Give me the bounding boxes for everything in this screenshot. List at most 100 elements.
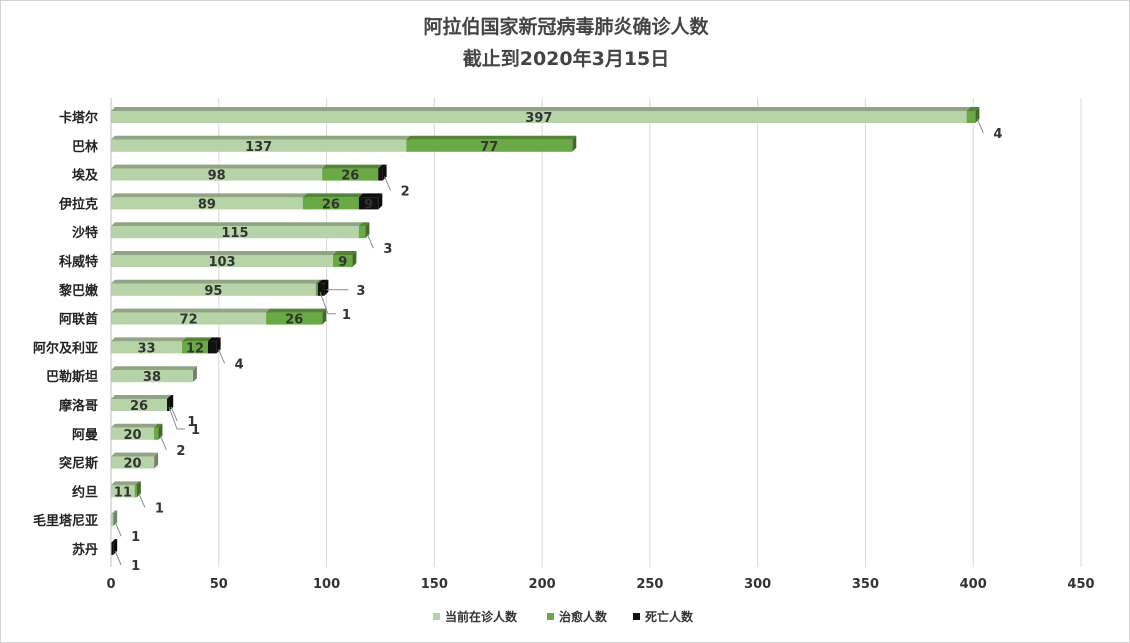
category-label-沙特: 沙特 — [72, 225, 98, 241]
category-label-突尼斯: 突尼斯 — [59, 456, 98, 472]
data-label-摩洛哥: 1 — [191, 423, 200, 438]
bar-top-face — [358, 222, 370, 227]
data-label-leader — [366, 234, 374, 249]
bar-front-face — [111, 543, 114, 555]
bar-巴勒斯坦-当前在诊人数 — [111, 366, 197, 383]
data-label-摩洛哥: 26 — [130, 399, 148, 414]
category-label-埃及: 埃及 — [72, 168, 99, 184]
bar-front-face — [111, 168, 323, 181]
bar-top-face — [111, 135, 411, 140]
bar-front-face — [111, 341, 183, 354]
bar-巴林-治愈人数 — [406, 135, 577, 152]
bar-top-face — [322, 164, 383, 169]
bar-front-face — [317, 283, 325, 296]
data-label-黎巴嫩: 95 — [204, 284, 222, 299]
bar-front-face — [966, 111, 976, 123]
bar-side-face — [324, 279, 329, 296]
legend-entry-当前在诊人数: 当前在诊人数 — [445, 609, 518, 624]
bar-科威特-治愈人数 — [333, 251, 357, 267]
x-tick-label: 450 — [1067, 577, 1094, 592]
bar-front-face — [111, 226, 359, 239]
category-label-伊拉克: 伊拉克 — [58, 196, 98, 212]
bar-top-face — [111, 107, 971, 111]
bar-top-face — [111, 423, 159, 428]
bar-top-face — [111, 193, 307, 198]
bar-top-face — [315, 279, 322, 284]
legend: 当前在诊人数 治愈人数 死亡人数 — [433, 609, 694, 624]
category-label-巴林: 巴林 — [72, 139, 98, 155]
bar-front-face — [134, 485, 137, 498]
bar-front-face — [322, 168, 379, 181]
x-tick-label: 350 — [852, 577, 879, 592]
data-label-沙特: 115 — [221, 226, 248, 241]
chart-title: 阿拉伯国家新冠病毒肺炎确诊人数 — [423, 15, 709, 38]
category-label-约旦: 约旦 — [72, 484, 98, 500]
bar-front-face — [111, 370, 193, 383]
bar-巴林-当前在诊人数 — [111, 135, 411, 152]
bar-side-face — [113, 539, 118, 555]
axes: 0 50 100 150 200 250 300 350 400 450 卡塔尔巴林埃及伊拉克沙特科… — [33, 98, 1095, 592]
x-tick-label: 250 — [636, 577, 663, 592]
bar-top-face — [111, 539, 118, 543]
legend-swatch-治愈人数 — [547, 613, 554, 620]
bar-top-face — [167, 395, 174, 399]
bar-阿曼-治愈人数 — [154, 423, 163, 440]
bar-top-face — [111, 251, 338, 255]
bar-阿联酋-治愈人数 — [266, 308, 327, 325]
data-label-毛里塔尼亚: 1 — [131, 530, 140, 545]
bar-front-face — [154, 427, 159, 440]
bar-side-face — [365, 222, 370, 239]
bar-top-face — [111, 337, 187, 342]
bar-side-face — [169, 395, 174, 411]
bar-阿尔及利亚-死亡人数 — [208, 337, 221, 354]
data-label-科威特: 9 — [338, 255, 347, 270]
category-label-阿联酋: 阿联酋 — [59, 312, 98, 328]
data-label-巴林: 137 — [245, 140, 272, 155]
category-label-卡塔尔: 卡塔尔 — [59, 110, 98, 126]
data-label-科威特: 103 — [208, 255, 235, 270]
data-label-黎巴嫩: 3 — [356, 284, 365, 299]
data-label-leader — [114, 522, 122, 537]
data-label-卡塔尔: 397 — [525, 111, 552, 126]
data-label-约旦: 11 — [114, 485, 132, 500]
bar-top-face — [154, 423, 163, 428]
bar-front-face — [111, 111, 967, 123]
data-label-阿曼: 20 — [124, 428, 142, 443]
bars — [111, 107, 980, 555]
bar-side-face — [136, 481, 141, 498]
bar-front-face — [302, 197, 359, 210]
data-label-leader — [319, 291, 336, 315]
data-label-leader — [114, 550, 122, 566]
bar-side-face — [572, 135, 577, 152]
bar-side-face — [322, 308, 327, 325]
bar-front-face — [315, 283, 318, 296]
bar-front-face — [111, 312, 267, 325]
bar-front-face — [111, 485, 135, 498]
data-label-苏丹: 1 — [131, 559, 140, 574]
bar-top-face — [266, 308, 327, 313]
category-label-毛里塔尼亚: 毛里塔尼亚 — [33, 513, 98, 529]
x-tick-label: 50 — [210, 577, 228, 592]
bar-top-face — [333, 251, 357, 255]
bar-side-face — [975, 107, 980, 123]
data-label-leader — [384, 176, 392, 191]
data-label-阿尔及利亚: 4 — [235, 357, 244, 372]
legend-entry-治愈人数: 治愈人数 — [559, 609, 608, 624]
category-label-摩洛哥: 摩洛哥 — [59, 398, 98, 414]
bar-side-face — [154, 452, 159, 469]
bar-突尼斯-当前在诊人数 — [111, 452, 159, 469]
bar-side-face — [378, 193, 383, 210]
bar-side-face — [158, 423, 163, 440]
category-label-阿曼: 阿曼 — [72, 428, 98, 443]
bar-front-face — [358, 197, 379, 210]
bar-top-face — [358, 193, 383, 198]
bar-front-face — [111, 399, 168, 411]
bar-黎巴嫩-死亡人数 — [317, 279, 329, 296]
bar-front-face — [358, 226, 366, 239]
data-label-摩洛哥: 1 — [187, 415, 196, 430]
bar-side-face — [382, 164, 387, 181]
x-tick-label: 300 — [744, 577, 771, 592]
bar-苏丹-死亡人数 — [111, 539, 118, 555]
data-label-埃及: 26 — [341, 169, 359, 184]
